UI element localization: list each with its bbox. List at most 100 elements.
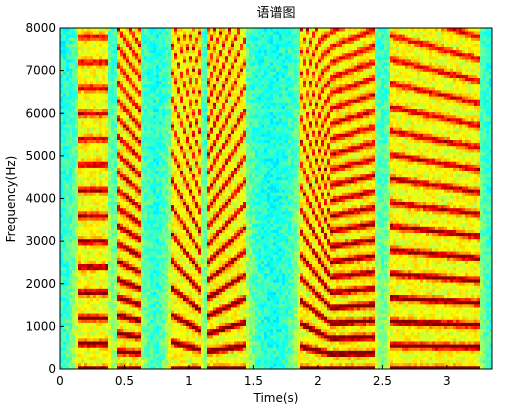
heatmap-cell	[168, 136, 172, 140]
heatmap-cell	[105, 347, 109, 351]
heatmap-cell	[105, 49, 109, 54]
heatmap-cell	[150, 130, 154, 134]
heatmap-cell	[186, 59, 190, 63]
heatmap-cell	[168, 127, 172, 131]
heatmap-cell	[105, 136, 109, 140]
heatmap-cell	[132, 133, 136, 137]
heatmap-cell	[87, 114, 91, 119]
heatmap-cell	[75, 121, 79, 125]
heatmap-cell	[192, 68, 196, 72]
heatmap-cell	[195, 248, 199, 252]
heatmap-cell	[138, 99, 142, 103]
heatmap-cell	[111, 210, 115, 215]
heatmap-cell	[108, 341, 112, 345]
heatmap-cell	[81, 142, 85, 147]
heatmap-cell	[69, 40, 73, 44]
heatmap-cell	[93, 325, 97, 330]
heatmap-cell	[138, 59, 142, 63]
heatmap-cell	[165, 34, 169, 38]
heatmap-cell	[144, 344, 148, 348]
heatmap-cell	[87, 260, 91, 264]
heatmap-cell	[180, 362, 184, 367]
heatmap-cell	[162, 325, 166, 330]
heatmap-cell	[186, 226, 190, 230]
heatmap-cell	[156, 158, 160, 162]
heatmap-cell	[138, 108, 142, 113]
heatmap-cell	[180, 59, 184, 63]
heatmap-cell	[183, 285, 187, 289]
heatmap-cell	[150, 102, 154, 106]
heatmap-cell	[153, 276, 157, 280]
heatmap-cell	[186, 155, 190, 159]
heatmap-cell	[120, 139, 124, 144]
heatmap-cell	[120, 152, 124, 156]
heatmap-cell	[144, 145, 148, 150]
heatmap-cell	[144, 40, 148, 44]
heatmap-cell	[165, 201, 169, 206]
heatmap-cell	[159, 331, 163, 336]
heatmap-cell	[177, 319, 181, 323]
heatmap-cell	[144, 232, 148, 237]
heatmap-cell	[168, 192, 172, 196]
heatmap-cell	[87, 179, 91, 184]
heatmap-cell	[159, 161, 163, 165]
heatmap-cell	[120, 220, 124, 224]
heatmap-cell	[111, 142, 115, 147]
heatmap-cell	[69, 316, 73, 320]
heatmap-cell	[141, 155, 145, 159]
heatmap-cell	[141, 148, 145, 153]
heatmap-cell	[150, 111, 154, 116]
heatmap-cell	[165, 139, 169, 144]
heatmap-cell	[147, 232, 151, 237]
heatmap-cell	[195, 257, 199, 261]
heatmap-cell	[105, 235, 109, 240]
heatmap-cell	[93, 158, 97, 162]
heatmap-cell	[117, 40, 121, 44]
heatmap-cell	[132, 217, 136, 221]
heatmap-cell	[123, 272, 127, 277]
heatmap-cell	[96, 303, 100, 308]
heatmap-cell	[177, 359, 181, 364]
heatmap-cell	[147, 338, 151, 342]
heatmap-cell	[186, 294, 190, 299]
heatmap-cell	[111, 269, 115, 274]
heatmap-cell	[171, 266, 175, 271]
heatmap-cell	[186, 331, 190, 336]
heatmap-cell	[90, 338, 94, 342]
heatmap-cell	[93, 226, 97, 230]
heatmap-cell	[60, 105, 64, 109]
heatmap-cell	[159, 59, 163, 63]
heatmap-cell	[192, 183, 196, 187]
heatmap-cell	[186, 353, 190, 357]
heatmap-cell	[120, 235, 124, 240]
heatmap-cell	[75, 102, 79, 106]
heatmap-cell	[162, 322, 166, 326]
heatmap-cell	[72, 68, 76, 72]
heatmap-cell	[108, 297, 112, 302]
heatmap-cell	[66, 356, 70, 361]
heatmap-cell	[102, 248, 106, 252]
heatmap-cell	[69, 145, 73, 150]
heatmap-cell	[186, 121, 190, 125]
heatmap-cell	[102, 93, 106, 97]
heatmap-cell	[153, 55, 157, 60]
heatmap-cell	[147, 257, 151, 261]
heatmap-cell	[141, 238, 145, 243]
heatmap-cell	[126, 288, 130, 292]
heatmap-cell	[165, 347, 169, 351]
heatmap-cell	[123, 313, 127, 317]
heatmap-cell	[162, 279, 166, 283]
heatmap-cell	[63, 269, 67, 274]
heatmap-cell	[126, 303, 130, 308]
heatmap-cell	[189, 347, 193, 351]
heatmap-cell	[99, 145, 103, 150]
heatmap-cell	[69, 148, 73, 153]
heatmap-cell	[72, 322, 76, 326]
heatmap-cell	[123, 251, 127, 255]
heatmap-cell	[126, 214, 130, 218]
heatmap-cell	[135, 189, 139, 193]
heatmap-cell	[180, 359, 184, 364]
heatmap-cell	[108, 86, 112, 91]
heatmap-cell	[63, 272, 67, 277]
heatmap-cell	[117, 226, 121, 230]
